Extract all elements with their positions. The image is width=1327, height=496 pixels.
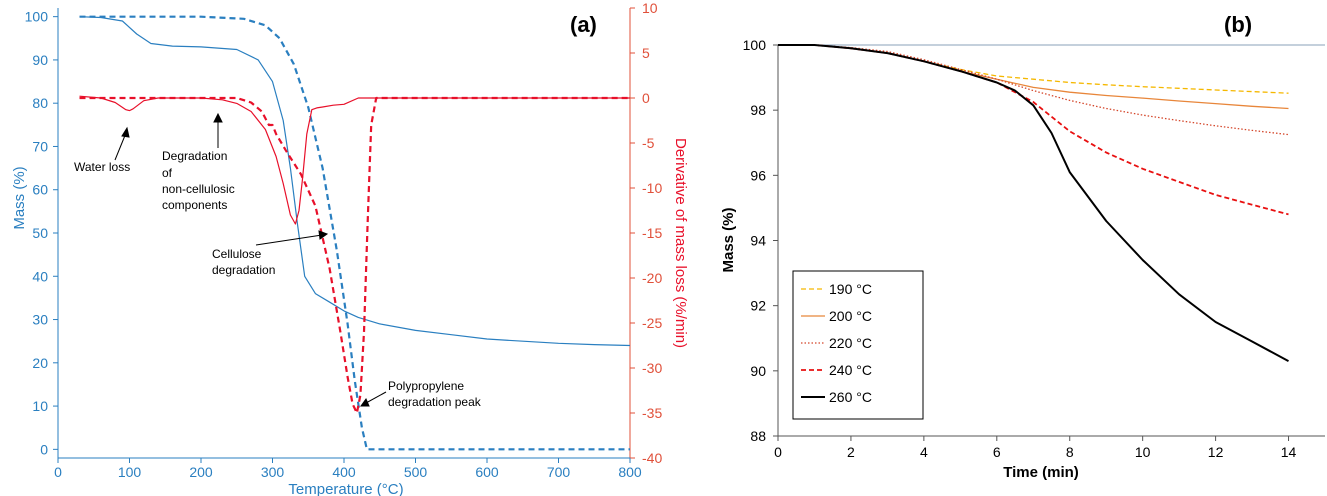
annotation-degradation-2: degradation (212, 263, 275, 277)
arrow-head-icon (318, 230, 329, 240)
panel-a: (a) Temperature (°C) Mass (%) Derivative… (11, 0, 689, 496)
panel-a-y-tick-label: 20 (32, 355, 48, 371)
panel-b-y-tick-label: 94 (750, 233, 766, 249)
panel-a-y-tick-label: 10 (32, 398, 48, 414)
arrow-cellulose (255, 234, 323, 246)
panel-a-y2-tick-label: 10 (642, 0, 658, 16)
panel-a-x-tick-label: 100 (118, 464, 142, 480)
legend-entry: 190 °C (829, 281, 872, 297)
panel-a-y-tick-label: 70 (32, 138, 48, 154)
panel-b-series-240c (778, 44, 1289, 216)
panel-b-x-tick-label: 10 (1135, 444, 1151, 460)
panel-a-y-tick-label: 60 (32, 182, 48, 198)
panel-a-y2-tick-label: -10 (642, 180, 662, 196)
panel-a-y-tick-label: 30 (32, 312, 48, 328)
panel-b-y-tick-label: 88 (750, 428, 766, 444)
panel-b-x-axis-label: Time (min) (1003, 464, 1079, 481)
panel-a-y2-tick-label: -5 (642, 135, 655, 151)
annotation-degradation-peak: degradation peak (388, 395, 482, 409)
annotation-of: of (162, 166, 173, 180)
panel-a-y-tick-label: 90 (32, 52, 48, 68)
panel-b-y-tick-label: 98 (750, 102, 766, 118)
panel-b-x-tick-label: 14 (1281, 444, 1297, 460)
panel-a-y-tick-label: 50 (32, 225, 48, 241)
legend-entry: 220 °C (829, 335, 872, 351)
panel-b-label: (b) (1224, 12, 1252, 37)
legend-entry: 200 °C (829, 308, 872, 324)
panel-a-y2-tick-label: -15 (642, 225, 662, 241)
panel-b-x-tick-label: 12 (1208, 444, 1224, 460)
panel-a-y-tick-label: 80 (32, 95, 48, 111)
panel-a-y2-tick-label: -30 (642, 360, 662, 376)
panel-a-y-axis-label: Mass (%) (11, 166, 28, 229)
panel-a-y-tick-label: 40 (32, 268, 48, 284)
panel-a-x-tick-label: 600 (475, 464, 499, 480)
legend-entry: 260 °C (829, 389, 872, 405)
panel-b-y-tick-label: 90 (750, 363, 766, 379)
panel-b-y-tick-label: 96 (750, 167, 766, 183)
panel-a-y2-tick-label: 5 (642, 45, 650, 61)
panel-b-y-axis-label: Mass (%) (720, 207, 737, 272)
legend-entry: 240 °C (829, 362, 872, 378)
panel-a-y-tick-label: 0 (40, 441, 48, 457)
panel-b-x-tick-label: 6 (993, 444, 1001, 460)
panel-a-y-tick-label: 100 (25, 9, 49, 25)
panel-b-x-tick-label: 4 (920, 444, 928, 460)
panel-b-x-tick-label: 0 (774, 444, 782, 460)
arrow-head-icon (213, 112, 223, 123)
arrow-water-loss (114, 132, 127, 161)
panel-b-legend: 190 °C 200 °C 220 °C 240 °C 260 °C (792, 270, 924, 420)
panel-a-x-tick-label: 300 (261, 464, 285, 480)
panel-a-mass-solid-series (79, 16, 631, 347)
panel-a-y2-tick-label: 0 (642, 90, 650, 106)
panel-a-y2-axis-label: Derivative of mass loss (%/min) (672, 138, 689, 348)
arrow-pp-peak (365, 391, 387, 404)
annotation-cellulose: Cellulose (212, 247, 262, 261)
panel-b-y-tick-label: 92 (750, 298, 766, 314)
panel-a-y2-tick-label: -35 (642, 405, 662, 421)
arrow-head-icon (360, 397, 370, 407)
panel-b-series-190c (778, 44, 1289, 94)
panel-a-y2-tick-label: -20 (642, 270, 662, 286)
panel-b-series-260c (778, 44, 1289, 362)
panel-a-x-axis-label: Temperature (°C) (288, 481, 403, 496)
legend-box (792, 270, 924, 420)
panel-a-y2-tick-label: -40 (642, 450, 662, 466)
panel-a-annotations: Water loss Degradation of non-cellulosic… (74, 112, 482, 409)
panel-a-y2-tick-label: -25 (642, 315, 662, 331)
annotation-non-cellulosic: non-cellulosic (162, 182, 235, 196)
annotation-water-loss: Water loss (74, 160, 130, 174)
panel-b-series-200c (778, 44, 1289, 110)
panel-a-x-tick-label: 400 (332, 464, 356, 480)
panel-a-label: (a) (570, 12, 597, 37)
panel-a-x-tick-label: 200 (189, 464, 213, 480)
panel-b: (b) Time (min) Mass (%) 88 90 92 94 96 98 100 0… (720, 12, 1325, 481)
annotation-polypropylene: Polypropylene (388, 379, 464, 393)
panel-a-x-tick-label: 500 (404, 464, 428, 480)
arrow-head-icon (121, 126, 130, 138)
panel-b-x-tick-label: 2 (847, 444, 855, 460)
panel-a-derivative-solid-series (79, 95, 630, 225)
annotation-components: components (162, 198, 227, 212)
annotation-arrows (114, 112, 387, 407)
panel-a-derivative-dashed-series (79, 96, 630, 415)
panel-a-x-tick-label: 800 (618, 464, 642, 480)
panel-a-x-tick-label: 700 (547, 464, 571, 480)
panel-b-x-tick-label: 8 (1066, 444, 1074, 460)
panel-b-series-220c (778, 44, 1289, 136)
panel-b-y-tick-label: 100 (743, 37, 767, 53)
panel-a-x-tick-label: 0 (54, 464, 62, 480)
annotation-degradation: Degradation (162, 149, 227, 163)
panel-a-mass-dashed-series (79, 15, 630, 451)
